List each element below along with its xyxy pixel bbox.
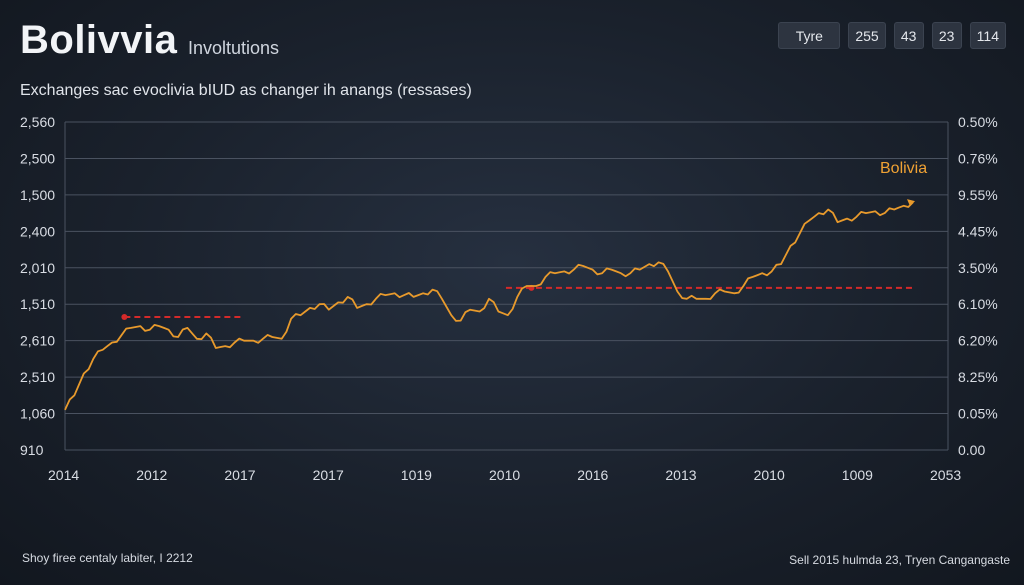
y-tick-label: 2,010 <box>20 260 55 276</box>
x-tick-label: 1019 <box>401 467 432 483</box>
footer-source: Shoy firee centaly labiter, I 2212 <box>22 551 193 565</box>
y2-tick-label: 0.76% <box>958 150 998 166</box>
x-tick-label: 2016 <box>577 467 608 483</box>
x-tick-label: 2012 <box>136 467 167 483</box>
header-controls: Tyre 255 43 23 114 <box>778 22 1006 49</box>
y-tick-label: 1,500 <box>20 187 55 203</box>
x-tick-label: 2053 <box>930 467 961 483</box>
range-button-43[interactable]: 43 <box>893 22 924 49</box>
y2-tick-label: 0.05% <box>958 406 998 422</box>
x-tick-label: 2013 <box>665 467 696 483</box>
y2-tick-label: 4.45% <box>958 223 998 239</box>
chart-caption: Exchanges sac evoclivia bIUD as changer … <box>20 82 472 99</box>
y-tick-label: 2,500 <box>20 150 55 166</box>
y-tick-label: 1,510 <box>20 296 55 312</box>
x-tick-label: 2017 <box>313 467 344 483</box>
chart-subtitle: Involtutions <box>188 38 280 58</box>
y2-tick-label: 3.50% <box>958 260 998 276</box>
y-tick-label: 2,560 <box>20 114 55 130</box>
y-tick-label: 2,610 <box>20 333 55 349</box>
y-tick-label: 910 <box>20 442 44 458</box>
y2-tick-label: 6.20% <box>958 333 998 349</box>
series-line-bolivia <box>64 201 914 411</box>
series-arrow <box>907 199 915 207</box>
marker-point <box>121 313 128 320</box>
y-tick-label: 1,060 <box>20 406 55 422</box>
range-button-23[interactable]: 23 <box>931 22 962 49</box>
x-tick-label: 2010 <box>754 467 785 483</box>
x-tick-label: 1009 <box>842 467 873 483</box>
y2-tick-label: 6.10% <box>958 296 998 312</box>
y-tick-label: 2,400 <box>20 223 55 239</box>
y2-tick-label: 9.55% <box>958 187 998 203</box>
chart-title: Bolivvia <box>20 18 178 62</box>
series-label: Bolivia <box>880 160 927 177</box>
footer-credit: Sell 2015 hulmda 23, Tryen Cangangaste <box>789 553 1010 567</box>
x-tick-label: 2017 <box>224 467 255 483</box>
y2-tick-label: 8.25% <box>958 369 998 385</box>
type-button[interactable]: Tyre <box>778 22 841 49</box>
x-tick-label: 2010 <box>489 467 520 483</box>
y-tick-label: 2,510 <box>20 369 55 385</box>
range-button-114[interactable]: 114 <box>969 22 1006 49</box>
x-tick-label: 2014 <box>48 467 79 483</box>
y2-tick-label: 0.00 <box>958 442 985 458</box>
range-button-255[interactable]: 255 <box>848 22 886 49</box>
y2-tick-label: 0.50% <box>958 114 998 130</box>
